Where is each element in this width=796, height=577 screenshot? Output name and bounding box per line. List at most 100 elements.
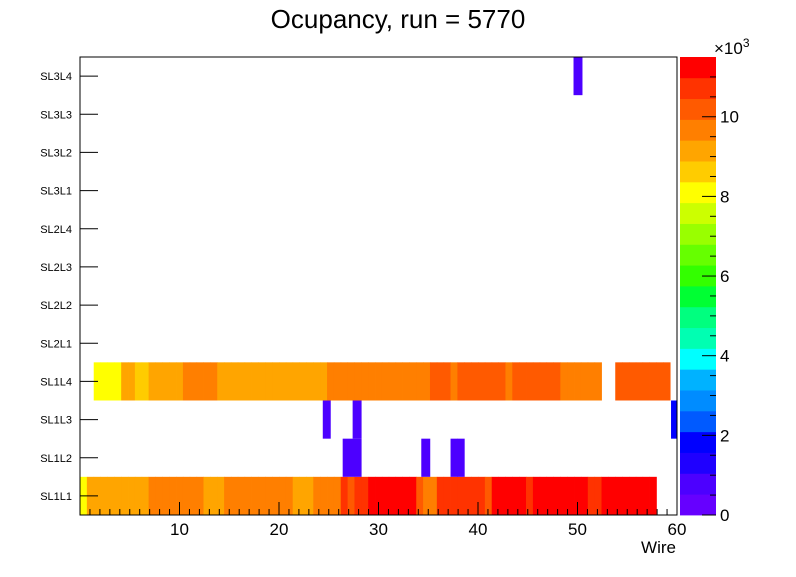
heatmap-cell	[354, 362, 362, 401]
colorbar-segment	[680, 98, 716, 120]
heatmap-cell	[423, 476, 431, 515]
heatmap-cell	[162, 476, 170, 515]
heatmap-cell	[615, 476, 623, 515]
heatmap-cell	[313, 362, 321, 401]
heatmap-cell	[443, 476, 451, 515]
colorbar-segment	[680, 265, 716, 287]
colorbar-segment	[680, 181, 716, 204]
heatmap-cell	[121, 476, 129, 515]
colorbar-segment	[680, 306, 716, 329]
heatmap-cell	[224, 476, 232, 515]
heatmap-cell	[313, 476, 321, 515]
heatmap-cell	[416, 476, 424, 515]
heatmap-cell	[594, 476, 602, 515]
heatmap-cell	[580, 476, 589, 515]
heatmap-cell	[421, 438, 431, 477]
heatmap-cell	[306, 476, 314, 515]
heatmap-cell	[333, 362, 342, 401]
heatmap-cell	[100, 476, 108, 515]
heatmap-cell	[217, 362, 225, 401]
heatmap-cell	[532, 362, 541, 401]
heatmap-cell	[148, 476, 156, 515]
heatmap-cell	[224, 362, 232, 401]
heatmap-cell	[532, 476, 541, 515]
heatmap-cell	[457, 362, 465, 401]
y-tick-label: SL1L3	[40, 415, 72, 427]
heatmap-cell	[299, 476, 307, 515]
heatmap-cell	[526, 476, 534, 515]
heatmap-cell	[478, 362, 486, 401]
heatmap-cell	[395, 362, 403, 401]
heatmap-cell	[279, 476, 287, 515]
heatmap-cell	[107, 362, 115, 401]
heatmap-cell	[176, 476, 184, 515]
heatmap-cell	[368, 476, 376, 515]
y-tick-label: SL2L2	[40, 300, 72, 312]
heatmap-cell	[388, 476, 397, 515]
heatmap-cell	[203, 362, 211, 401]
heatmap-cell	[628, 362, 637, 401]
heatmap-cell	[436, 362, 445, 401]
colorbar-segment	[680, 410, 716, 433]
x-tick-label: 30	[369, 520, 388, 539]
heatmap-cell	[272, 362, 280, 401]
heatmap-cell	[491, 362, 499, 401]
heatmap-cell	[333, 476, 342, 515]
heatmap-cell	[450, 362, 458, 401]
heatmap-cell	[395, 476, 403, 515]
heatmap-cell	[519, 476, 527, 515]
heatmap-cell	[251, 362, 259, 401]
colorbar-segment	[680, 452, 716, 474]
heatmap-cell	[649, 476, 657, 515]
heatmap-cell	[347, 476, 355, 515]
colorbar-tick-label: 10	[720, 108, 739, 127]
heatmap-cell	[457, 476, 465, 515]
heatmap-cell	[107, 476, 115, 515]
heatmap-cell	[347, 362, 355, 401]
heatmap-cell	[114, 362, 122, 401]
heatmap-cell	[217, 476, 225, 515]
heatmap-cell	[354, 476, 362, 515]
heatmap-cell	[258, 362, 266, 401]
heatmap-cell	[628, 476, 637, 515]
colorbar-segment	[680, 286, 716, 308]
heatmap-cell	[656, 362, 664, 401]
heatmap-cell	[342, 438, 362, 477]
heatmap-cell	[450, 438, 458, 477]
heatmap-cell	[635, 476, 644, 515]
heatmap-cell	[416, 362, 424, 401]
heatmap-cell	[265, 476, 273, 515]
heatmap-cell	[155, 476, 163, 515]
colorbar-exponent: ×103	[714, 36, 750, 58]
heatmap-cell	[148, 362, 156, 401]
heatmap-cell	[402, 362, 410, 401]
colorbar-tick-label: 4	[720, 347, 729, 366]
heatmap-cell	[340, 476, 349, 515]
heatmap-cell	[560, 362, 568, 401]
y-tick-label: SL1L2	[40, 453, 72, 465]
x-axis: 10 20 30 40 50 60	[89, 502, 687, 539]
heatmap-cell	[320, 362, 328, 401]
heatmap-cell	[320, 476, 328, 515]
heatmap-cell	[553, 362, 561, 401]
heatmap-cell	[464, 476, 472, 515]
heatmap-cell	[443, 362, 451, 401]
y-tick-label: SL2L4	[40, 224, 72, 236]
heatmap-cell	[635, 362, 644, 401]
heatmap-cell	[375, 476, 383, 515]
heatmap-cell	[587, 476, 596, 515]
heatmap-cell	[567, 476, 575, 515]
heatmap-cell	[292, 476, 300, 515]
heatmap-cell	[237, 362, 246, 401]
x-tick-label: 60	[668, 520, 687, 539]
heatmap-cell	[361, 476, 369, 515]
colorbar-segment	[680, 140, 716, 162]
heatmap-cell	[237, 476, 246, 515]
heatmap-cell	[464, 362, 472, 401]
colorbar-segment	[680, 431, 716, 453]
heatmap-cell	[471, 476, 479, 515]
heatmap-cell	[381, 362, 390, 401]
heatmap-cell	[169, 362, 177, 401]
